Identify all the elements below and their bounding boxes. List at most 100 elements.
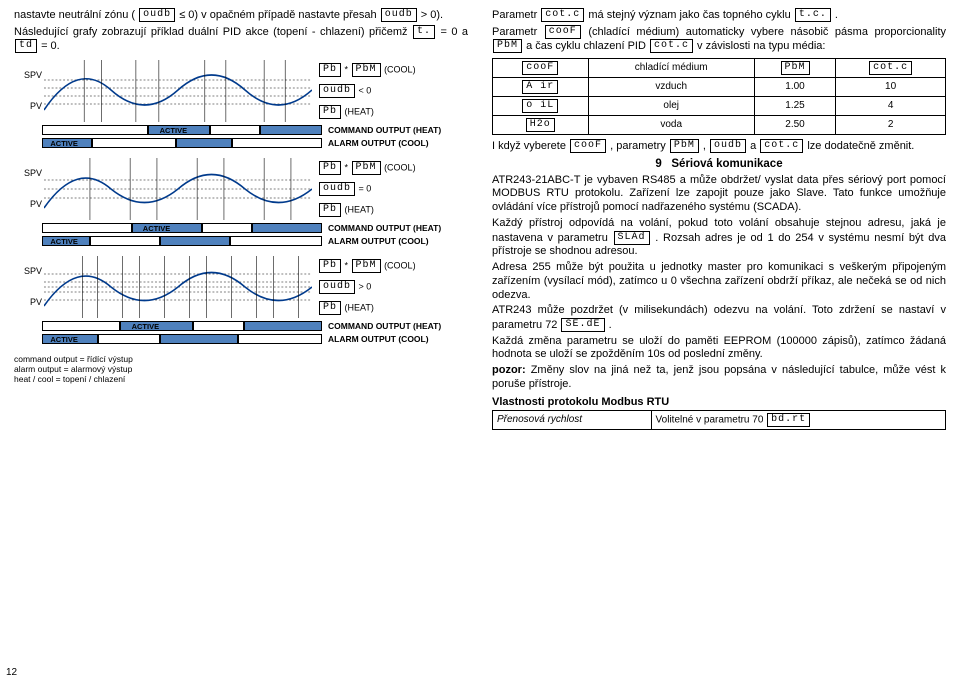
- text: = 0 a: [440, 26, 468, 38]
- text: .: [609, 319, 612, 331]
- heat-strip-caption: COMMAND OUTPUT (HEAT): [322, 125, 441, 135]
- active-label: ACTIVE: [143, 224, 171, 233]
- seg-pbm: PbM: [352, 161, 381, 175]
- text: Volitelné v parametru 70: [656, 414, 767, 425]
- annot-mid: oudb = 0: [318, 182, 468, 196]
- right-p6: Adresa 255 může být použita u jednotky m…: [492, 261, 946, 302]
- active-label: ACTIVE: [50, 139, 78, 148]
- cool-strip-row: ACTIVE ALARM OUTPUT (COOL): [42, 334, 468, 344]
- right-column: Parametr cot.c má stejný význam jako čas…: [480, 6, 946, 678]
- right-p4: ATR243-21ABC-T je vybaven RS485 a může o…: [492, 174, 946, 215]
- modbus-props-table: Přenosová rychlost Volitelné v parametru…: [492, 410, 946, 430]
- graph-annotations: Pb * PbM (COOL) oudb < 0 Pb (HEAT): [312, 60, 468, 122]
- seg-cooF: cooF: [545, 25, 581, 39]
- table-row: o iL olej 1.25 4: [493, 96, 946, 115]
- seg-pbm: PbM: [670, 139, 699, 153]
- annot-cool: Pb * PbM (COOL): [318, 63, 468, 77]
- graph-y-labels: SPV PV: [14, 60, 44, 122]
- seg-pb: Pb: [319, 301, 341, 315]
- graph-block-2: SPV PV: [14, 158, 468, 246]
- label-heat: (HEAT): [345, 204, 374, 214]
- right-p2: Parametr cooF (chladící médium) automati…: [492, 25, 946, 54]
- seg-t: t.: [413, 25, 435, 39]
- cell: 10: [836, 77, 946, 96]
- label-pv: PV: [14, 297, 42, 307]
- seg-oudb: oudb: [319, 84, 355, 98]
- left-column: nastavte neutrální zónu ( oudb ≤ 0) v op…: [14, 6, 480, 678]
- heat-strip-caption: COMMAND OUTPUT (HEAT): [322, 223, 441, 233]
- cool-strip: ACTIVE: [42, 236, 322, 246]
- legend: command output = řídící výstup alarm out…: [14, 354, 468, 384]
- text: ,: [703, 140, 709, 152]
- text: a: [750, 140, 759, 152]
- cool-strip: ACTIVE: [42, 138, 322, 148]
- seg-oudb: oudb: [710, 139, 746, 153]
- cool-strip: ACTIVE: [42, 334, 322, 344]
- text: lze dodatečně změnit.: [807, 140, 914, 152]
- cool-strip-caption: ALARM OUTPUT (COOL): [322, 138, 429, 148]
- text: Parametr: [492, 26, 544, 38]
- text: Parametr: [492, 9, 540, 21]
- graph-annotations: Pb * PbM (COOL) oudb > 0 Pb (HEAT): [312, 256, 468, 318]
- seg-cooF: cooF: [522, 61, 558, 75]
- text: Změny slov na jiná než ta, jenž jsou pop…: [492, 364, 946, 390]
- cell: Přenosová rychlost: [497, 414, 582, 425]
- right-p8: Každá změna parametru se uloží do paměti…: [492, 335, 946, 363]
- seg-pbm: PbM: [352, 259, 381, 273]
- active-label: ACTIVE: [160, 126, 188, 135]
- cool-strip-row: ACTIVE ALARM OUTPUT (COOL): [42, 236, 468, 246]
- heat-strip-row: ACTIVE COMMAND OUTPUT (HEAT): [42, 321, 468, 331]
- cooling-medium-table: cooF chladící médium PbM cot.c A ir vzdu…: [492, 58, 946, 135]
- table-row: Přenosová rychlost Volitelné v parametru…: [493, 410, 946, 429]
- heat-strip-row: ACTIVE COMMAND OUTPUT (HEAT): [42, 223, 468, 233]
- seg-oudb: oudb: [381, 8, 417, 22]
- seg-pbm: PbM: [493, 39, 522, 53]
- graph-y-labels: SPV PV: [14, 256, 44, 318]
- label-heat: (HEAT): [345, 302, 374, 312]
- text: > 0).: [421, 9, 443, 21]
- text: = 0.: [41, 40, 60, 52]
- annot-heat: Pb (HEAT): [318, 105, 468, 119]
- cell: voda: [588, 115, 754, 134]
- graph-block-3: SPV PV: [14, 256, 468, 344]
- right-p3: I když vyberete cooF , parametry PbM , o…: [492, 139, 946, 154]
- seg-cotc: cot.c: [760, 139, 803, 153]
- table-row: H2o voda 2.50 2: [493, 115, 946, 134]
- seg-h2o: H2o: [526, 118, 555, 132]
- seg-air: A ir: [522, 80, 558, 94]
- label-pv: PV: [14, 101, 42, 111]
- seg-cotc: cot.c: [541, 8, 584, 22]
- section-number: 9: [655, 158, 661, 170]
- legend-line: alarm output = alarmový výstup: [14, 364, 468, 374]
- seg-cotc: cot.c: [650, 39, 693, 53]
- label-cool: (COOL): [384, 163, 416, 173]
- text: ATR243 může pozdržet (v milisekundách) o…: [492, 304, 946, 331]
- cell: 4: [836, 96, 946, 115]
- mid-op: < 0: [359, 85, 372, 95]
- text: .: [835, 9, 838, 21]
- text: nastavte neutrální zónu (: [14, 9, 135, 21]
- seg-td: td: [15, 39, 37, 53]
- cell: 2.50: [754, 115, 835, 134]
- active-label: ACTIVE: [50, 335, 78, 344]
- heat-strip: ACTIVE: [42, 223, 322, 233]
- cell: olej: [588, 96, 754, 115]
- text: a čas cyklu chlazení PID: [526, 40, 649, 52]
- mid-op: > 0: [359, 281, 372, 291]
- label-pv: PV: [14, 199, 42, 209]
- table-row: A ir vzduch 1.00 10: [493, 77, 946, 96]
- cool-strip-caption: ALARM OUTPUT (COOL): [322, 236, 429, 246]
- seg-pbm: PbM: [781, 61, 810, 75]
- active-label: ACTIVE: [132, 322, 160, 331]
- label-heat: (HEAT): [345, 106, 374, 116]
- heat-strip: ACTIVE: [42, 321, 322, 331]
- label-spv: SPV: [14, 70, 42, 80]
- text: ≤ 0) v opačném případě nastavte přesah: [179, 9, 380, 21]
- text: v závislosti na typu média:: [697, 40, 825, 52]
- intro-paragraph-1: nastavte neutrální zónu ( oudb ≤ 0) v op…: [14, 8, 468, 23]
- seg-oudb: oudb: [139, 8, 175, 22]
- seg-pb: Pb: [319, 203, 341, 217]
- label-spv: SPV: [14, 168, 42, 178]
- right-p5: Každý přístroj odpovídá na volání, pokud…: [492, 217, 946, 259]
- page-number: 12: [6, 667, 17, 678]
